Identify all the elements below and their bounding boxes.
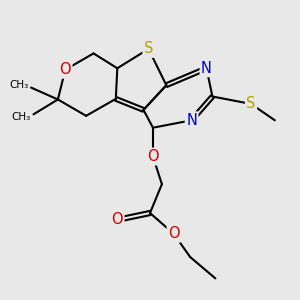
Text: O: O bbox=[59, 62, 71, 77]
Text: N: N bbox=[201, 61, 212, 76]
Text: S: S bbox=[246, 96, 256, 111]
Text: N: N bbox=[186, 113, 197, 128]
Text: O: O bbox=[112, 212, 123, 227]
Text: CH₃: CH₃ bbox=[9, 80, 28, 90]
Text: CH₃: CH₃ bbox=[11, 112, 31, 122]
Text: O: O bbox=[168, 226, 180, 241]
Text: O: O bbox=[147, 149, 159, 164]
Text: S: S bbox=[144, 41, 153, 56]
